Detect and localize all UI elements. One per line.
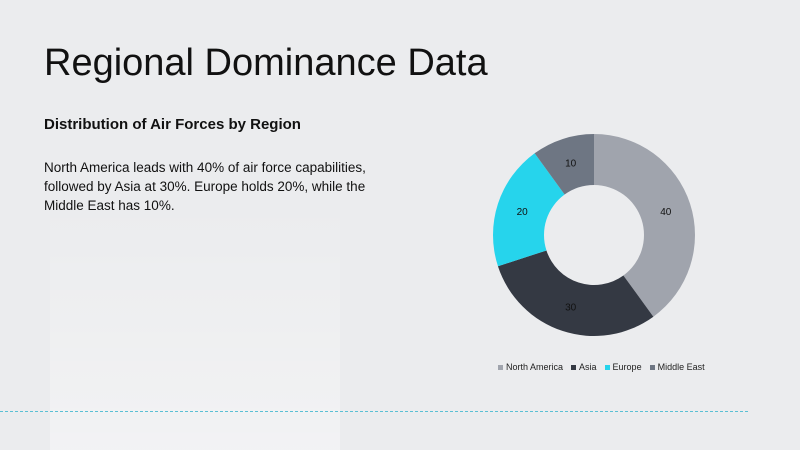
legend-label: Europe (612, 362, 642, 372)
donut-slice-europe (493, 153, 565, 267)
slide-title: Regional Dominance Data (44, 42, 488, 84)
legend-item-europe: Europe (604, 362, 642, 372)
chart-legend: North America Asia Europe Middle East (498, 362, 705, 372)
body-text: North America leads with 40% of air forc… (44, 160, 366, 213)
donut-chart: 40 30 20 10 (493, 134, 695, 336)
legend-item-asia: Asia (571, 362, 597, 372)
donut-slice-asia (497, 250, 654, 336)
legend-swatch (604, 364, 610, 370)
donut-slice-north-america (594, 134, 695, 317)
legend-item-north-america: North America (498, 362, 563, 372)
data-label-north-america: 40 (660, 207, 672, 218)
legend-swatch (498, 364, 503, 370)
footer-divider (0, 411, 748, 412)
slide-subtitle: Distribution of Air Forces by Region (44, 116, 301, 133)
data-label-asia: 30 (565, 302, 577, 313)
data-label-middle-east: 10 (565, 159, 577, 170)
legend-label: North America (506, 362, 564, 372)
legend-label: Asia (579, 362, 597, 372)
legend-item-middle-east: Middle East (649, 362, 705, 372)
donut-slice-middle-east (534, 134, 594, 195)
data-label-europe: 20 (517, 207, 529, 218)
legend-label: Middle East (657, 362, 705, 372)
background-decoration (50, 200, 340, 450)
legend-swatch (571, 364, 577, 370)
legend-swatch (649, 364, 655, 370)
